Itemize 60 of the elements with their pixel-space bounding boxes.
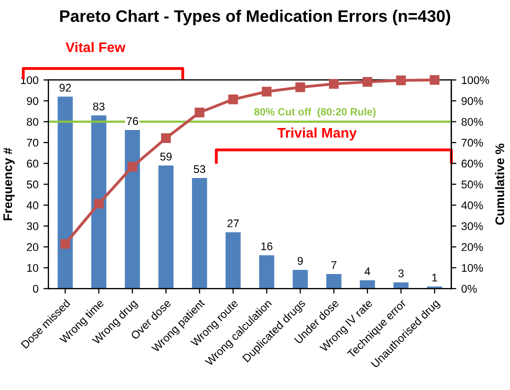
bar [326,274,342,289]
bar [259,255,274,289]
point [228,94,238,104]
y2-tick-label: 70% [462,138,483,147]
y2-tick-label: 10% [462,264,483,272]
y-tick-label: 50 [26,180,38,188]
bar [58,96,73,289]
y2-tick-label: 90% [462,97,483,105]
point [161,133,171,144]
y-tick-label: 60 [26,160,38,168]
y-tick-label: 0 [32,284,38,293]
y2-tick-label: 50% [462,180,483,188]
point [94,198,104,209]
text: 83 [93,102,105,110]
bar [192,178,208,289]
text: Vital Few [66,42,126,52]
text: 92 [60,84,71,92]
y2-axis-title: Cumulative % [495,144,504,225]
text: 76 [126,117,138,126]
text: 59 [160,152,172,161]
y2-tick-label: 30% [461,222,483,230]
bar [91,115,106,289]
point [128,162,138,172]
text: 27 [227,219,239,228]
y-tick-label: 90 [26,97,38,105]
point [362,76,372,87]
bar [158,165,174,289]
y-axis-title: Frequency # [3,148,15,220]
ref-line-label: 80% Cut off (80:20 Rule) [254,108,376,118]
y2-tick-label: 20% [462,243,483,252]
text: 9 [298,256,303,265]
point [60,239,70,249]
bar [124,130,140,289]
y2-tick-label: 40% [461,201,483,210]
point [396,76,406,86]
y2-tick-label: 100% [462,76,490,84]
y-tick-label: 20 [26,243,38,252]
point [430,75,440,85]
point [262,86,272,96]
point [328,79,339,89]
text: 4 [364,268,370,276]
y2-tick-label: 80% [462,118,483,126]
text: 3 [398,270,404,278]
bar [226,232,241,289]
text: 1 [432,274,438,282]
y-tick-label: 40 [26,201,38,210]
y-tick-label: 80 [26,118,38,126]
chart-title: Pareto Chart - Types of Medication Errors (n=430) [60,10,450,26]
y-tick-label: 10 [27,264,38,272]
point [194,108,204,118]
text: 7 [331,261,336,269]
bar [292,270,308,289]
text: 16 [261,242,272,250]
point [295,82,306,92]
text: 53 [194,165,206,174]
y-tick-label: 30 [26,222,38,230]
y2-tick-label: 0% [462,284,477,293]
annotation: Trivial Many [277,128,357,140]
y-tick-label: 70 [26,138,38,147]
y2-tick-label: 60% [462,160,483,168]
